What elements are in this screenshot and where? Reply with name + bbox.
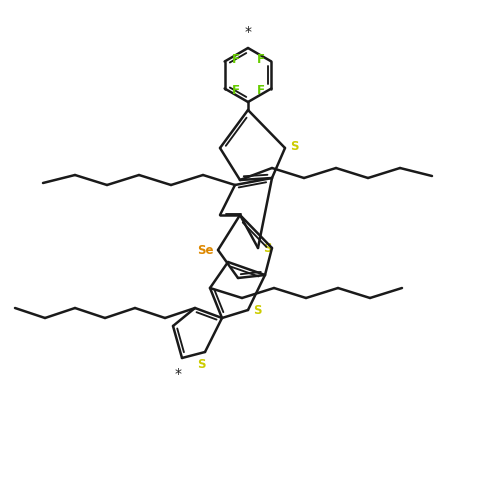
Text: F: F	[256, 53, 264, 66]
Text: F: F	[232, 84, 239, 97]
Text: S: S	[290, 140, 298, 153]
Text: *: *	[174, 367, 182, 381]
Text: S: S	[263, 242, 272, 254]
Text: *: *	[244, 25, 252, 39]
Text: F: F	[232, 53, 239, 66]
Text: S: S	[253, 304, 262, 316]
Text: Se: Se	[198, 244, 214, 256]
Text: S: S	[197, 358, 205, 371]
Text: F: F	[256, 84, 264, 97]
